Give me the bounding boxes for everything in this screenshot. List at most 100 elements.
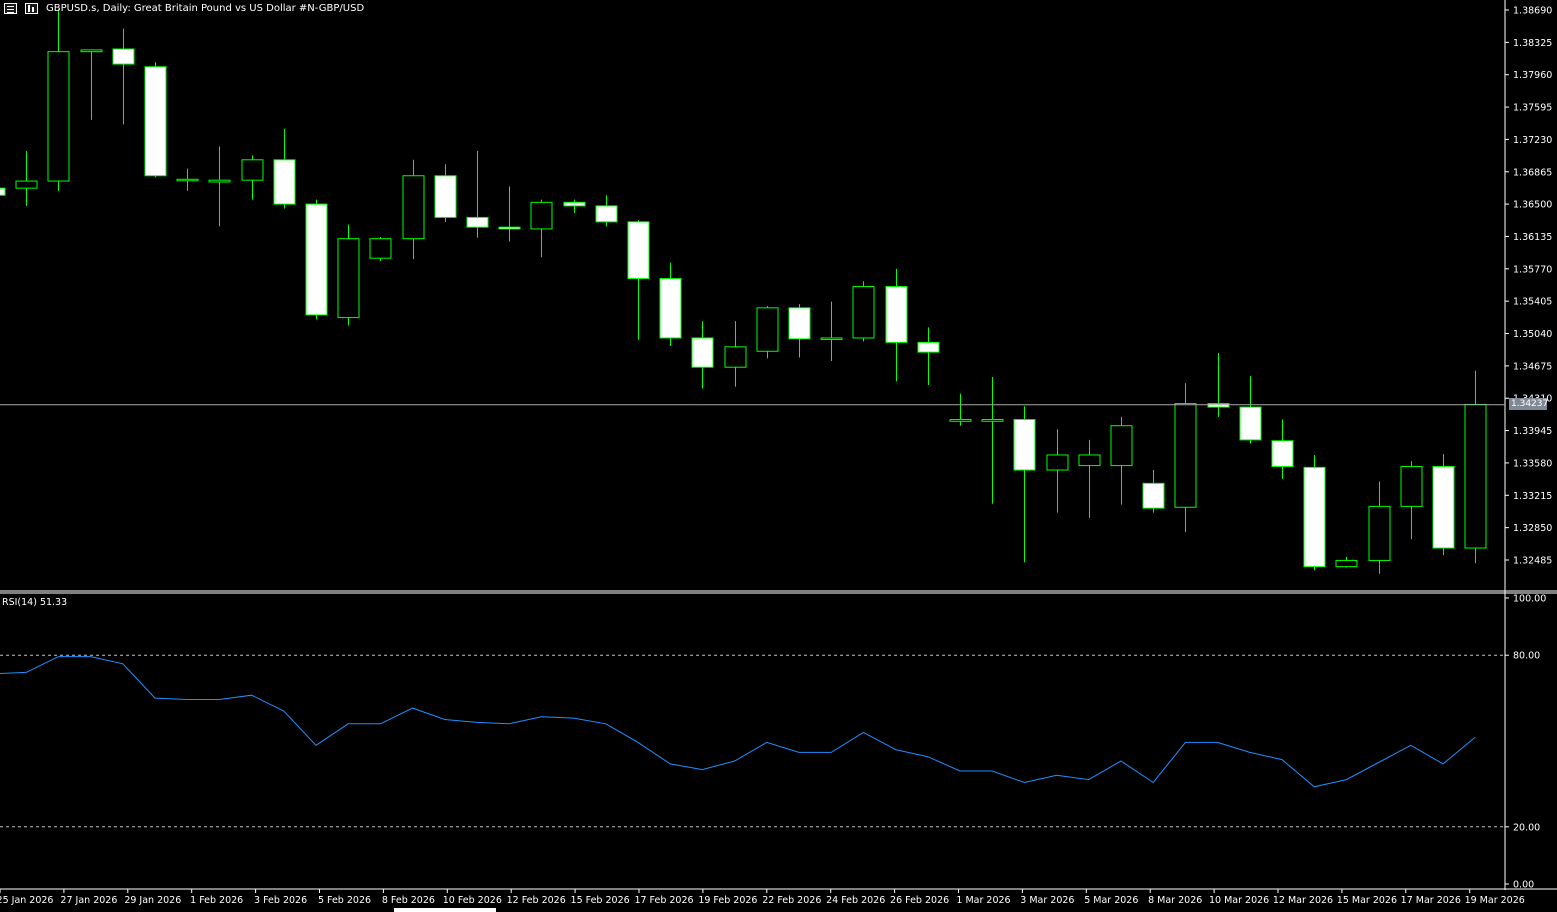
candle-body-bear <box>0 187 6 196</box>
time-tick-label: 8 Mar 2026 <box>1148 895 1202 906</box>
time-tick-label: 3 Mar 2026 <box>1020 895 1074 906</box>
candle <box>47 9 70 191</box>
candle <box>1239 376 1262 444</box>
candle-body-bull <box>1110 425 1133 467</box>
candle-body-bear <box>1013 419 1036 471</box>
candle-body-bull <box>208 179 231 183</box>
price-tick-label: 1.37230 <box>1513 135 1552 146</box>
candle-body-bull <box>530 201 553 230</box>
candle <box>305 199 328 320</box>
chart-type-icon[interactable] <box>25 3 38 14</box>
candle <box>273 128 296 209</box>
candle-body-bull <box>820 337 843 340</box>
candle-body-bull <box>724 346 747 368</box>
time-tick-label: 17 Mar 2026 <box>1401 895 1461 906</box>
candle-body-bear <box>1303 466 1326 568</box>
candle <box>466 150 489 238</box>
price-tick-label: 1.37595 <box>1513 103 1552 114</box>
time-tick-label: 26 Feb 2026 <box>890 895 949 906</box>
candle-body-bull <box>15 180 38 189</box>
candle <box>337 224 360 326</box>
price-tick-label: 1.33945 <box>1513 426 1552 437</box>
current-price-tag: 1.34237 <box>1509 398 1549 410</box>
candle-body-bull <box>80 49 103 53</box>
rsi-tick-label: 80.00 <box>1513 651 1540 662</box>
candle-body-bear <box>1271 440 1294 467</box>
time-tick-label: 15 Feb 2026 <box>571 895 630 906</box>
time-tick-label: 29 Jan 2026 <box>124 895 181 906</box>
candle <box>1335 556 1358 568</box>
candle <box>917 327 940 385</box>
candle-body-bear <box>1432 465 1455 549</box>
candle-body-bear <box>498 226 521 230</box>
candle <box>1078 439 1101 518</box>
candle <box>788 304 811 358</box>
candle <box>1368 481 1391 574</box>
candle-body-bull <box>981 419 1004 422</box>
price-tick-label: 1.32485 <box>1513 556 1552 567</box>
candle-body-bull <box>1368 505 1391 561</box>
candle <box>1464 370 1487 564</box>
rsi-tick-label: 0.00 <box>1513 880 1534 891</box>
candle <box>852 281 875 342</box>
candle <box>756 306 779 359</box>
candle <box>144 62 167 178</box>
price-tick-label: 1.36135 <box>1513 232 1552 243</box>
candle-body-bull <box>369 238 392 259</box>
candle <box>1110 416 1133 505</box>
time-tick-label: 19 Mar 2026 <box>1465 895 1525 906</box>
candle <box>498 186 521 242</box>
candle-body-bear <box>144 66 167 177</box>
price-tick-label: 1.35770 <box>1513 264 1552 275</box>
candle <box>530 199 553 258</box>
rsi-line <box>0 656 1476 788</box>
time-tick-label: 10 Feb 2026 <box>443 895 502 906</box>
candle <box>627 220 650 340</box>
candle-body-bull <box>1464 403 1487 549</box>
price-tick-label: 1.35405 <box>1513 297 1552 308</box>
candle-body-bull <box>949 419 972 422</box>
time-scroll-marker[interactable] <box>394 908 496 912</box>
candle-body-bull <box>47 51 70 182</box>
candle <box>1142 470 1165 513</box>
rsi-label: RSI(14) 51.33 <box>2 597 68 608</box>
candle-body-bear <box>917 341 940 353</box>
candle-body-bear <box>466 216 489 228</box>
chart-title: GBPUSD.s, Daily: Great Britain Pound vs … <box>46 3 365 14</box>
candle-body-bull <box>1046 454 1069 471</box>
candle <box>981 376 1004 504</box>
candle-body-bear <box>659 278 682 339</box>
time-tick-label: 1 Feb 2026 <box>190 895 243 906</box>
candle-body-bear <box>305 203 328 316</box>
candle <box>176 168 199 191</box>
candle-body-bull <box>756 307 779 352</box>
candle <box>0 187 6 196</box>
candle-body-bear <box>627 221 650 280</box>
candle <box>691 321 714 389</box>
candle <box>112 28 135 125</box>
candle-body-bear <box>595 205 618 223</box>
candle <box>595 195 618 227</box>
time-tick-label: 12 Mar 2026 <box>1273 895 1333 906</box>
candle-body-bull <box>176 178 199 182</box>
candle-body-bear <box>885 286 908 343</box>
candle <box>949 393 972 426</box>
candle-body-bull <box>1174 403 1197 508</box>
time-tick-label: 12 Feb 2026 <box>507 895 566 906</box>
rsi-tick-label: 100.00 <box>1513 594 1546 605</box>
rsi-tick-label: 20.00 <box>1513 822 1540 833</box>
candle <box>434 164 457 222</box>
candle <box>1207 353 1230 417</box>
price-tick-label: 1.34675 <box>1513 361 1552 372</box>
time-tick-label: 17 Feb 2026 <box>634 895 693 906</box>
chart-menu-icon[interactable] <box>4 3 17 14</box>
candle-body-bear <box>273 159 296 205</box>
candle <box>659 262 682 346</box>
candle <box>885 268 908 382</box>
time-tick-label: 10 Mar 2026 <box>1209 895 1269 906</box>
candle <box>402 159 425 260</box>
candle <box>820 301 843 362</box>
price-tick-label: 1.33215 <box>1513 491 1552 502</box>
